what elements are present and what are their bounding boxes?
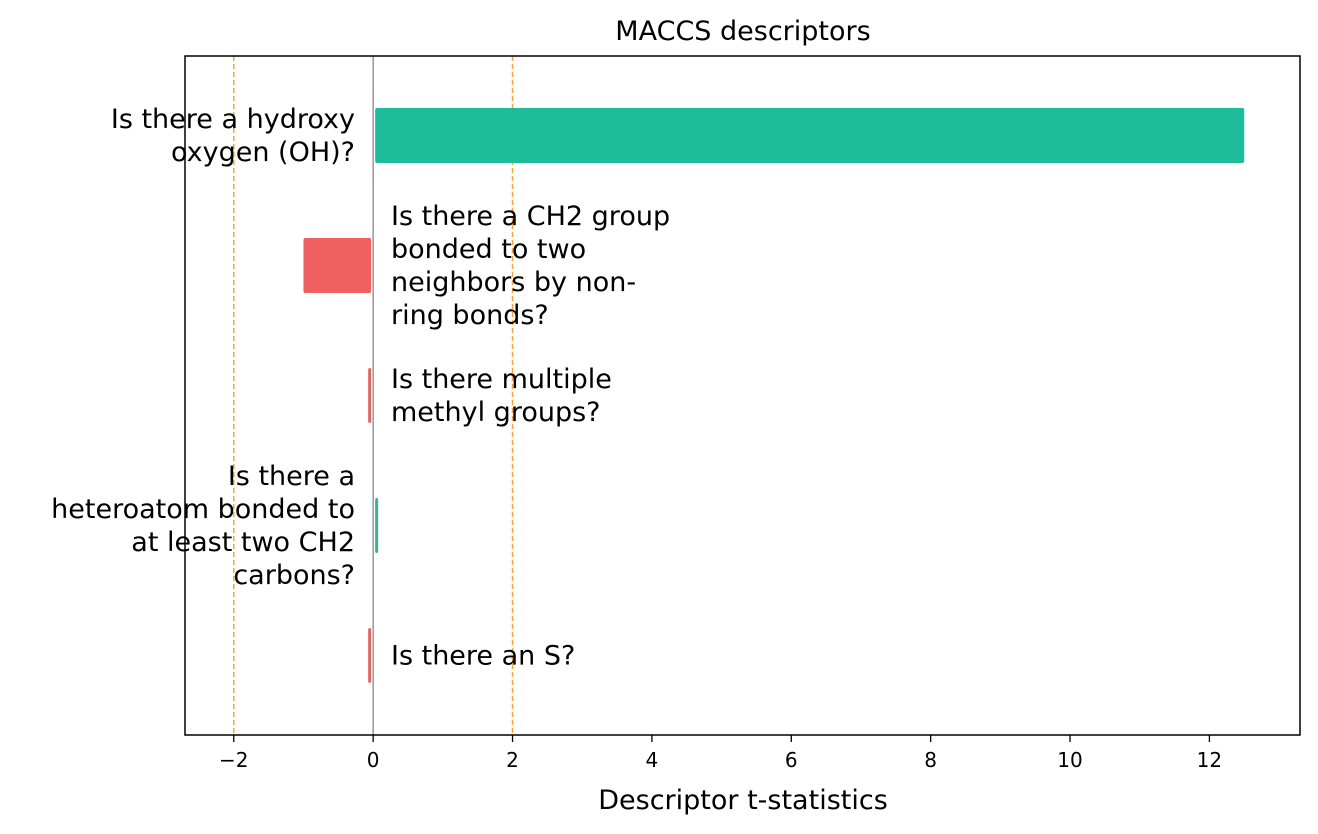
bar-label-line: bonded to two: [391, 234, 586, 265]
bar-1: [303, 238, 372, 293]
x-tick-label-2: 2: [506, 748, 519, 772]
bar-0: [375, 108, 1245, 163]
x-tick-label-0: −2: [219, 748, 248, 772]
bar-label-line: Is there multiple: [391, 364, 612, 395]
bar-label-line: heteroatom bonded to: [51, 494, 355, 525]
axes-frame: [184, 55, 1301, 736]
bar-label-line: carbons?: [233, 560, 355, 591]
bar-4: [368, 628, 372, 683]
bar-label-4: Is there an S?: [391, 641, 575, 672]
bar-label-line: oxygen (OH)?: [171, 137, 355, 168]
bar-label-line: Is there a hydroxy: [111, 104, 355, 135]
bar-3: [375, 498, 379, 553]
bar-label-2: Is there multiple methyl groups?: [391, 364, 612, 428]
x-tick-label-5: 8: [924, 748, 937, 772]
bar-label-line: ring bonds?: [391, 300, 549, 331]
bar-2: [368, 368, 372, 423]
x-axis-label: Descriptor t-statistics: [598, 785, 888, 816]
bar-label-line: Is there a: [228, 461, 355, 492]
bar-label-line: at least two CH2: [131, 527, 355, 558]
bar-label-line: Is there a CH2 group: [391, 201, 670, 232]
x-tick-label-1: 0: [367, 748, 380, 772]
chart-title: MACCS descriptors: [615, 16, 870, 47]
plot-area: Is there a hydroxy oxygen (OH)?Is there a…: [51, 55, 1301, 772]
bar-label-line: Is there an S?: [391, 641, 575, 672]
bar-label-0: Is there a hydroxy oxygen (OH)?: [111, 104, 355, 168]
x-tick-label-4: 6: [785, 748, 798, 772]
x-tick-label-3: 4: [646, 748, 659, 772]
bar-label-line: methyl groups?: [391, 397, 601, 428]
x-tick-label-6: 10: [1057, 748, 1082, 772]
bar-label-1: Is there a CH2 group bonded to two neighbo…: [391, 201, 670, 331]
bar-label-line: neighbors by non-: [391, 267, 636, 298]
x-tick-label-7: 12: [1197, 748, 1222, 772]
bar-label-3: Is there a heteroatom bonded to at least t…: [51, 461, 355, 591]
